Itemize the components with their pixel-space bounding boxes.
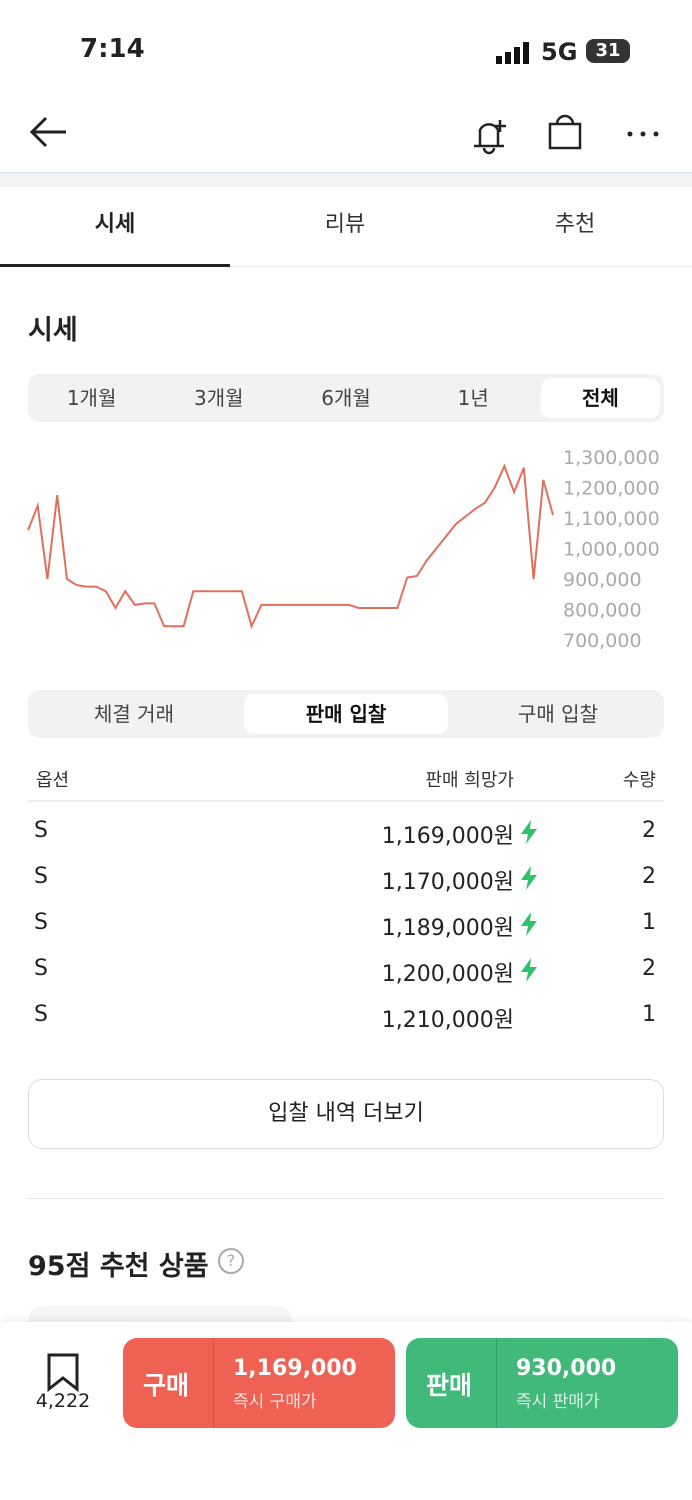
price: 1,189,000원 bbox=[381, 916, 514, 941]
y-tick-label: 1,200,000 bbox=[563, 478, 660, 500]
table-header: 판매 희망가 bbox=[425, 770, 514, 791]
sep bbox=[213, 1338, 214, 1428]
quantity: 1 bbox=[642, 1002, 656, 1027]
table: 옵션 판매 희망가 수량 S 1,169,000원 2 S 1,170,000원 2 S 1,189… bbox=[0, 750, 692, 1050]
option: S bbox=[34, 1002, 48, 1027]
option: S bbox=[34, 910, 48, 935]
buy-caption: 즉시 구매가 bbox=[233, 1392, 317, 1412]
buy-label: 구매 bbox=[143, 1371, 190, 1400]
tabs: 시세 리뷰 추천 bbox=[0, 186, 692, 267]
quantity: 2 bbox=[642, 818, 656, 843]
trade-tabs: 체결 거래 판매 입찰 구매 입찰 bbox=[28, 690, 664, 738]
bolt bbox=[521, 912, 537, 936]
price: 1,210,000원 bbox=[381, 1008, 514, 1033]
buy-button[interactable]: 구매 1,169,000 즉시 구매가 bbox=[123, 1338, 395, 1428]
header-rule bbox=[28, 800, 664, 802]
price: 1,169,000원 bbox=[381, 824, 514, 849]
price-line bbox=[27, 463, 554, 630]
price: 1,170,000원 bbox=[381, 870, 514, 895]
bolt bbox=[521, 820, 537, 844]
sell-button[interactable]: 판매 930,000 즉시 판매가 bbox=[406, 1338, 678, 1428]
y-tick-label: 800,000 bbox=[563, 600, 642, 622]
segment[interactable]: 3개월 bbox=[194, 386, 244, 410]
segment[interactable]: 전체 bbox=[540, 378, 661, 418]
quantity: 2 bbox=[642, 864, 656, 889]
more-button[interactable]: 입찰 내역 더보기 bbox=[28, 1079, 664, 1149]
segment[interactable]: 1년 bbox=[457, 386, 489, 410]
bottom-bar: 4,222 구매 1,169,000 즉시 구매가 판매 930,000 즉시 … bbox=[0, 1322, 692, 1500]
segment[interactable]: 1개월 bbox=[66, 386, 117, 410]
nav-icons[interactable] bbox=[28, 112, 688, 156]
quantity: 2 bbox=[642, 956, 656, 981]
segment[interactable]: 구매 입찰 bbox=[518, 702, 598, 726]
bolt bbox=[521, 958, 537, 982]
segment[interactable]: 6개월 bbox=[321, 386, 371, 410]
y-tick-label: 1,300,000 bbox=[563, 447, 660, 469]
network: 5G bbox=[541, 38, 578, 66]
recommend-title: 95점 추천 상품 bbox=[28, 1251, 209, 1282]
sell-caption: 즉시 판매가 bbox=[516, 1392, 600, 1412]
bolt bbox=[521, 866, 537, 890]
y-tick-label: 1,000,000 bbox=[563, 539, 660, 561]
price: 1,200,000원 bbox=[381, 962, 514, 987]
y-tick-label: 700,000 bbox=[563, 630, 642, 652]
chart: 1,300,000 1,200,000 1,100,000 1,000,000 900,… bbox=[27, 447, 660, 652]
battery: 31 bbox=[586, 39, 630, 63]
bookmark-count: 4,222 bbox=[35, 1390, 91, 1412]
tab[interactable]: 추천 bbox=[554, 212, 596, 237]
y-tick-label: 900,000 bbox=[563, 569, 642, 591]
divider bbox=[28, 1198, 664, 1199]
status-time: 7:14 bbox=[80, 34, 145, 64]
sep bbox=[496, 1338, 497, 1428]
table-header: 옵션 bbox=[36, 770, 70, 791]
segment[interactable]: 체결 거래 bbox=[94, 702, 174, 726]
tab[interactable]: 시세 bbox=[0, 186, 230, 267]
sell-price: 930,000 bbox=[516, 1356, 617, 1381]
option: S bbox=[34, 864, 48, 889]
option: S bbox=[34, 956, 48, 981]
quick-icon bbox=[521, 820, 537, 844]
section-title: 시세 bbox=[28, 315, 78, 346]
help-icon[interactable]: ? bbox=[218, 1248, 244, 1274]
buy-price: 1,169,000 bbox=[233, 1356, 357, 1381]
quick-icon bbox=[521, 866, 537, 890]
tab[interactable]: 리뷰 bbox=[324, 212, 366, 237]
signal-icon bbox=[496, 42, 529, 64]
quantity: 1 bbox=[642, 910, 656, 935]
option: S bbox=[34, 818, 48, 843]
y-tick-label: 1,100,000 bbox=[563, 508, 660, 530]
quick-icon bbox=[521, 958, 537, 982]
quick-icon bbox=[521, 912, 537, 936]
table-header: 수량 bbox=[622, 770, 656, 791]
divider bbox=[0, 172, 692, 187]
period-tabs: 1개월 3개월 6개월 1년 전체 bbox=[28, 374, 664, 422]
bookmark-icon[interactable] bbox=[46, 1352, 80, 1392]
segment[interactable]: 판매 입찰 bbox=[244, 694, 448, 734]
sell-label: 판매 bbox=[426, 1371, 473, 1400]
